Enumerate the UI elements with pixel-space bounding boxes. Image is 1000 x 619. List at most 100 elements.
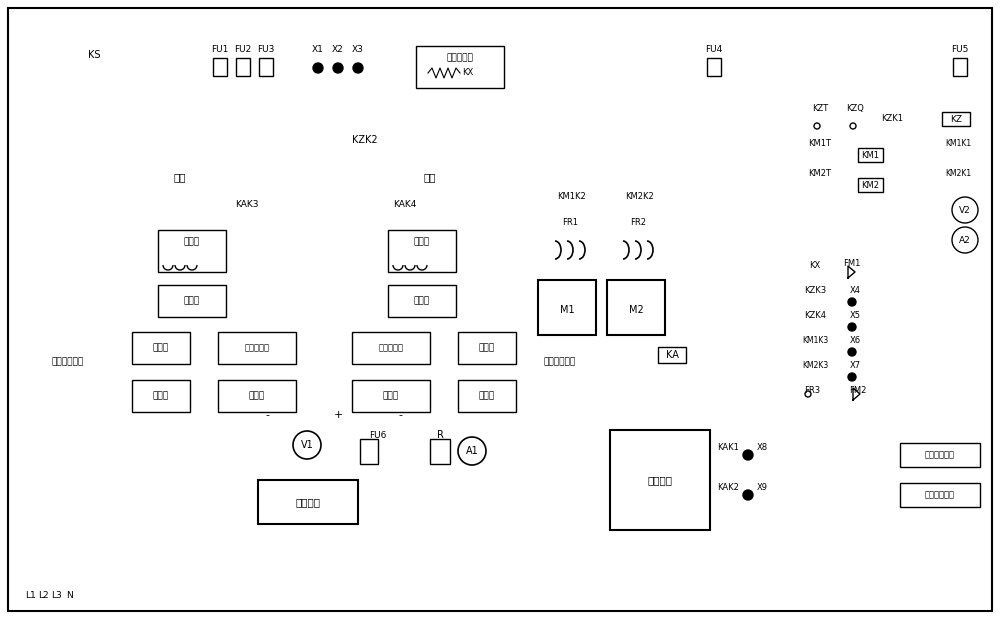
Text: X7: X7 [849, 360, 861, 370]
Bar [458, 332, 516, 364]
Circle shape [850, 123, 856, 129]
Bar [900, 483, 980, 507]
Circle shape [743, 450, 753, 460]
Text: 手柄信号: 手柄信号 [648, 475, 672, 485]
Text: KZK4: KZK4 [804, 311, 826, 319]
Text: 晶闸管整流: 晶闸管整流 [245, 344, 270, 352]
Bar [259, 58, 273, 76]
Text: KAK2: KAK2 [717, 482, 739, 491]
Text: A1: A1 [466, 446, 478, 456]
Bar [610, 430, 710, 530]
Text: KS: KS [88, 50, 101, 60]
Text: -: - [398, 410, 402, 420]
Text: KAK3: KAK3 [235, 199, 259, 209]
Text: KZK1: KZK1 [881, 113, 903, 123]
Text: 晶闸管整流: 晶闸管整流 [378, 344, 404, 352]
Text: KM2T: KM2T [808, 168, 831, 178]
Circle shape [814, 123, 820, 129]
Circle shape [952, 227, 978, 253]
Text: L1: L1 [25, 591, 35, 599]
Text: -: - [265, 410, 269, 420]
Text: KM1K3: KM1K3 [802, 335, 828, 345]
Bar [388, 285, 456, 317]
Text: FU3: FU3 [257, 45, 275, 53]
Bar [388, 230, 456, 272]
Circle shape [333, 63, 343, 73]
Text: KAK1: KAK1 [717, 443, 739, 451]
Bar [707, 58, 721, 76]
Bar [953, 58, 967, 76]
Text: KZT: KZT [812, 103, 828, 113]
Text: 电位器: 电位器 [479, 391, 495, 400]
Bar [360, 439, 378, 464]
Text: 备用: 备用 [424, 172, 436, 182]
Bar [122, 155, 612, 485]
Text: KM1K1: KM1K1 [945, 139, 971, 147]
Bar [218, 332, 296, 364]
Bar [158, 285, 226, 317]
Text: FU6: FU6 [369, 430, 387, 439]
Text: V2: V2 [959, 206, 971, 215]
Bar [352, 380, 430, 412]
Bar [430, 439, 450, 464]
Text: X2: X2 [332, 45, 344, 53]
Text: N: N [66, 591, 72, 599]
Bar [458, 380, 516, 412]
Circle shape [848, 298, 856, 306]
Bar [942, 112, 970, 126]
Text: KM2K2: KM2K2 [626, 191, 654, 201]
Text: X4: X4 [849, 285, 860, 295]
Text: FR2: FR2 [630, 217, 646, 227]
Text: 触发器: 触发器 [153, 344, 169, 352]
Bar [158, 230, 226, 272]
Text: 常用手柄信号: 常用手柄信号 [925, 451, 955, 459]
Text: 触发器: 触发器 [479, 344, 495, 352]
Text: KM1K2: KM1K2 [558, 191, 586, 201]
Text: 二极管: 二极管 [249, 391, 265, 400]
Text: KM2: KM2 [861, 181, 879, 189]
Bar [416, 46, 504, 88]
Bar [538, 280, 596, 335]
Bar [258, 480, 358, 524]
Text: FU2: FU2 [234, 45, 252, 53]
Text: X8: X8 [756, 443, 768, 451]
Text: 二极管: 二极管 [383, 391, 399, 400]
Text: KZK3: KZK3 [804, 285, 826, 295]
Text: KM1T: KM1T [808, 139, 831, 147]
Circle shape [743, 490, 753, 500]
Circle shape [848, 373, 856, 381]
Text: X3: X3 [352, 45, 364, 53]
Text: X5: X5 [849, 311, 860, 319]
Circle shape [293, 431, 321, 459]
Text: 相序保护器: 相序保护器 [447, 53, 473, 63]
Circle shape [848, 323, 856, 331]
Bar [607, 280, 665, 335]
Circle shape [848, 348, 856, 356]
Text: M2: M2 [629, 305, 643, 315]
Text: 电位器: 电位器 [153, 391, 169, 400]
Text: KM1: KM1 [861, 150, 879, 160]
Circle shape [952, 197, 978, 223]
Text: KZK2: KZK2 [352, 135, 378, 145]
Text: X1: X1 [312, 45, 324, 53]
Text: KX: KX [462, 67, 474, 77]
Circle shape [353, 63, 363, 73]
Text: 常用: 常用 [174, 172, 186, 182]
Text: FU4: FU4 [705, 45, 723, 53]
Text: FR3: FR3 [804, 386, 820, 394]
Text: KM2K1: KM2K1 [945, 168, 971, 178]
Text: KAK4: KAK4 [393, 199, 417, 209]
Text: KM2K3: KM2K3 [802, 360, 828, 370]
Bar [658, 347, 686, 363]
Text: L3: L3 [51, 591, 61, 599]
Bar [858, 178, 883, 192]
Text: R: R [437, 430, 443, 440]
Text: KZ: KZ [950, 115, 962, 124]
Bar [236, 58, 250, 76]
Text: X9: X9 [757, 482, 768, 491]
Bar [218, 380, 296, 412]
Bar [900, 443, 980, 467]
Text: M1: M1 [560, 305, 574, 315]
Bar [132, 380, 190, 412]
Circle shape [458, 437, 486, 465]
